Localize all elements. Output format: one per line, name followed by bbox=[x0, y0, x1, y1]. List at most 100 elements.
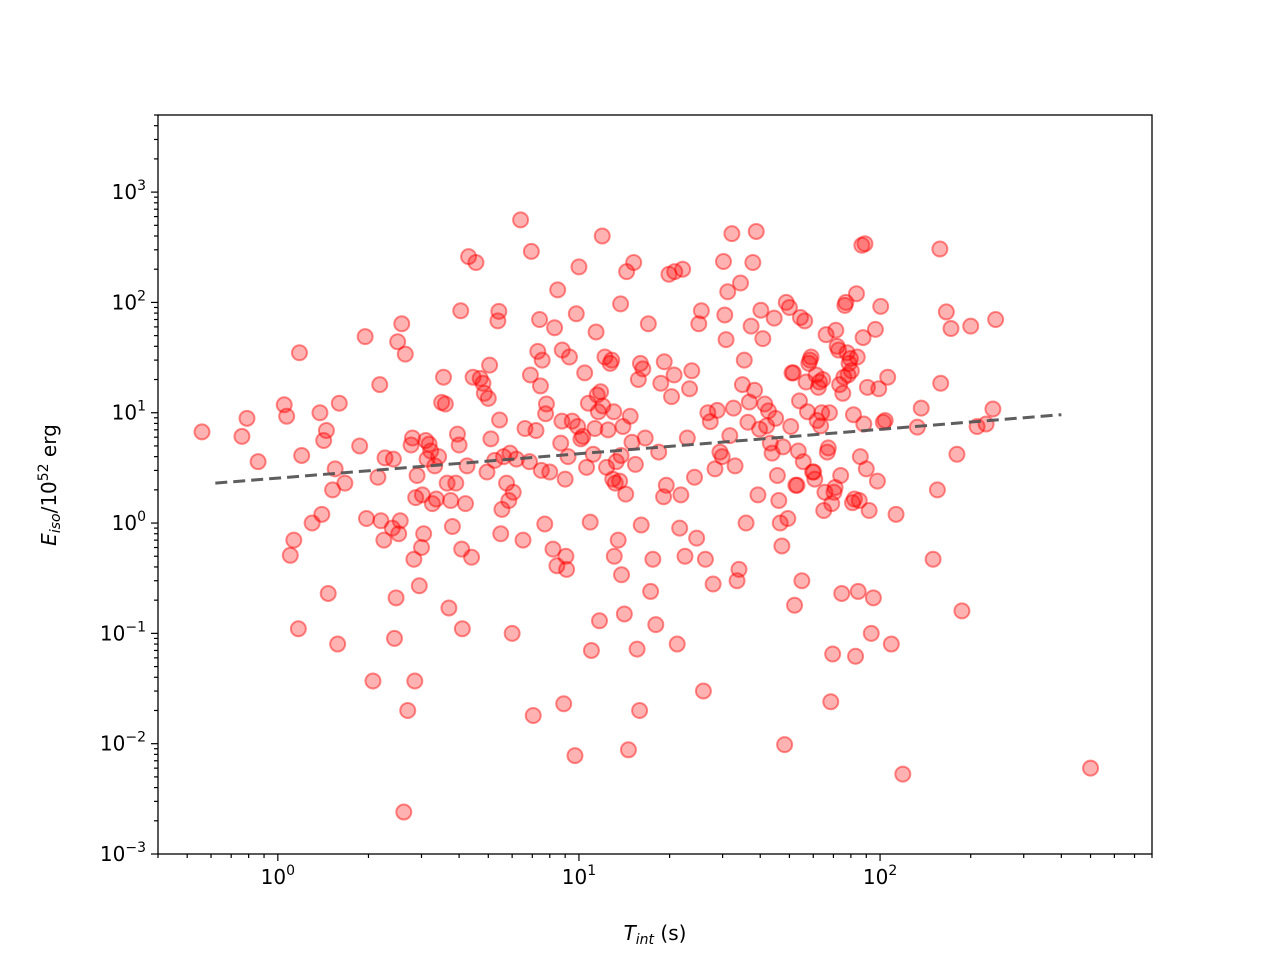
data-point bbox=[383, 519, 401, 537]
data-point bbox=[882, 635, 900, 653]
data-point bbox=[632, 516, 650, 534]
data-point bbox=[862, 624, 880, 642]
data-point bbox=[458, 457, 476, 475]
data-point bbox=[690, 315, 708, 333]
data-point bbox=[376, 449, 394, 467]
x-tick-label: 100 bbox=[261, 863, 295, 889]
data-point bbox=[249, 453, 267, 471]
data-point bbox=[701, 413, 719, 431]
data-point bbox=[812, 417, 830, 435]
data-point bbox=[563, 412, 581, 430]
data-point bbox=[420, 435, 438, 453]
data-point bbox=[692, 302, 710, 320]
data-point bbox=[754, 330, 772, 348]
data-point bbox=[422, 442, 440, 460]
data-point bbox=[601, 354, 619, 372]
data-point bbox=[313, 505, 331, 523]
data-point bbox=[674, 260, 692, 278]
data-point bbox=[393, 315, 411, 333]
data-point bbox=[293, 446, 311, 464]
data-point bbox=[593, 227, 611, 245]
data-point bbox=[790, 392, 808, 410]
data-point bbox=[820, 404, 838, 422]
data-point bbox=[827, 321, 845, 339]
data-point bbox=[626, 455, 644, 473]
plot-area bbox=[158, 115, 1152, 854]
data-point bbox=[984, 400, 1002, 418]
data-point bbox=[512, 211, 530, 229]
data-point bbox=[489, 312, 507, 330]
data-point bbox=[405, 550, 423, 568]
data-point bbox=[290, 344, 308, 362]
data-point bbox=[433, 393, 451, 411]
data-point bbox=[586, 419, 604, 437]
data-point bbox=[779, 509, 797, 527]
data-point bbox=[770, 492, 788, 510]
data-point bbox=[533, 351, 551, 369]
data-point bbox=[581, 513, 599, 531]
data-point bbox=[826, 479, 844, 497]
data-point bbox=[582, 641, 600, 659]
data-point bbox=[763, 444, 781, 462]
data-point bbox=[529, 342, 547, 360]
data-point bbox=[479, 389, 497, 407]
data-point bbox=[555, 695, 573, 713]
plot-frame bbox=[157, 114, 1153, 855]
data-point bbox=[631, 701, 649, 719]
data-point bbox=[615, 605, 633, 623]
data-point bbox=[319, 584, 337, 602]
data-point bbox=[351, 437, 369, 455]
data-point bbox=[879, 368, 897, 386]
data-point bbox=[238, 409, 256, 427]
data-point bbox=[713, 448, 731, 466]
data-point bbox=[289, 620, 307, 638]
data-point bbox=[797, 373, 815, 391]
data-point bbox=[390, 525, 408, 543]
data-point bbox=[618, 263, 636, 281]
data-point bbox=[932, 374, 950, 392]
data-point bbox=[504, 483, 522, 501]
data-point bbox=[887, 505, 905, 523]
data-point bbox=[481, 356, 499, 374]
data-point bbox=[537, 395, 555, 413]
data-point bbox=[436, 395, 454, 413]
data-point bbox=[681, 380, 699, 398]
data-point bbox=[912, 399, 930, 417]
y-tick-label: 103 bbox=[112, 178, 146, 204]
data-point bbox=[604, 470, 622, 488]
data-point bbox=[807, 366, 825, 384]
data-point bbox=[819, 439, 837, 457]
data-point bbox=[572, 430, 590, 448]
data-point bbox=[726, 457, 744, 475]
data-point bbox=[427, 490, 445, 508]
y-tick-label: 100 bbox=[112, 509, 146, 535]
data-point bbox=[774, 438, 792, 456]
data-point bbox=[440, 599, 458, 617]
data-point bbox=[532, 461, 550, 479]
data-point bbox=[285, 531, 303, 549]
data-point bbox=[836, 296, 854, 314]
data-point bbox=[548, 557, 566, 575]
data-point bbox=[814, 371, 832, 389]
data-point bbox=[842, 362, 860, 380]
data-point bbox=[856, 235, 874, 253]
data-point bbox=[387, 589, 405, 607]
data-point bbox=[657, 476, 675, 494]
data-point bbox=[854, 329, 872, 347]
data-point bbox=[356, 328, 374, 346]
data-point bbox=[733, 376, 751, 394]
data-point bbox=[706, 460, 724, 478]
data-point bbox=[806, 470, 824, 488]
data-point bbox=[642, 582, 660, 600]
data-point bbox=[844, 494, 862, 512]
data-point bbox=[599, 421, 617, 439]
data-point bbox=[384, 450, 402, 468]
data-point bbox=[275, 396, 293, 414]
data-point bbox=[375, 531, 393, 549]
data-point bbox=[358, 509, 375, 527]
data-point bbox=[962, 317, 980, 335]
data-point bbox=[728, 572, 746, 590]
data-point bbox=[834, 384, 852, 402]
data-point bbox=[737, 514, 755, 532]
data-point bbox=[389, 333, 407, 351]
